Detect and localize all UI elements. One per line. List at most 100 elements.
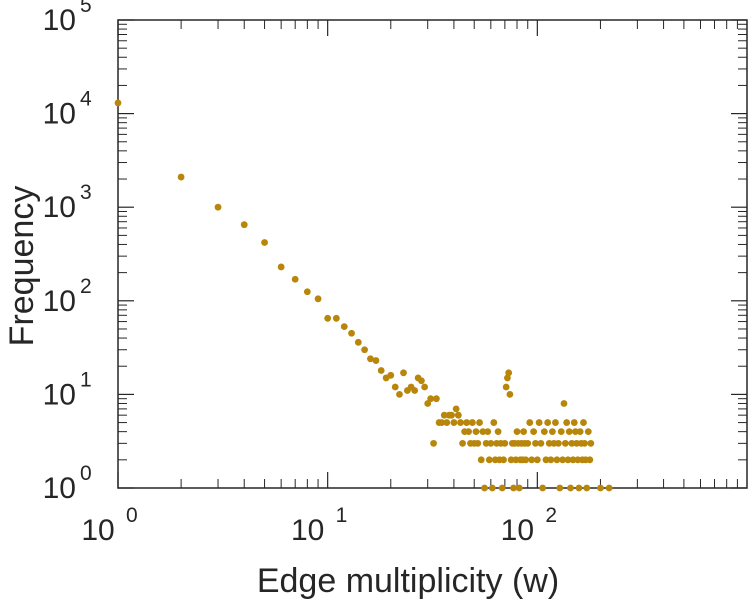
y-tick-exponent: 3	[80, 181, 92, 204]
data-point	[432, 395, 440, 403]
data-point	[544, 419, 552, 426]
data-point	[563, 419, 571, 426]
data-point	[506, 391, 514, 398]
data-point	[552, 419, 559, 426]
major-tick-marks	[117, 19, 747, 489]
data-point	[463, 419, 471, 426]
data-point	[537, 439, 545, 447]
data-point	[565, 428, 573, 436]
y-axis-label: Frequency	[3, 186, 41, 347]
data-point	[587, 439, 595, 447]
data-point	[481, 484, 488, 492]
data-point	[564, 456, 572, 464]
data-point	[507, 456, 515, 464]
data-point	[303, 288, 311, 296]
data-point	[554, 439, 562, 447]
data-point	[576, 428, 584, 436]
data-point	[450, 419, 458, 426]
data-point	[452, 405, 460, 413]
data-point	[522, 456, 530, 464]
data-point	[421, 383, 429, 391]
data-point	[477, 456, 485, 464]
y-tick-exponent: 1	[80, 368, 92, 391]
data-point	[459, 439, 466, 447]
data-point	[448, 411, 455, 419]
y-tick-exponent: 0	[80, 462, 92, 485]
data-point	[502, 383, 510, 391]
data-point	[438, 419, 446, 426]
data-point	[500, 456, 507, 464]
data-point	[561, 439, 569, 447]
data-point	[372, 357, 380, 364]
data-point	[114, 99, 122, 107]
data-point	[240, 221, 248, 229]
x-tick-exponent: 1	[336, 504, 348, 527]
data-point	[515, 484, 523, 492]
data-point	[214, 203, 222, 211]
data-point	[524, 439, 532, 447]
data-points	[114, 99, 613, 492]
data-point	[472, 428, 480, 436]
data-point	[261, 239, 268, 246]
data-point	[526, 419, 534, 426]
axes-frame	[117, 19, 748, 489]
data-point	[505, 369, 513, 377]
y-tick-label: 10	[43, 285, 76, 318]
data-point	[569, 456, 577, 464]
data-point	[377, 367, 385, 374]
y-tick-exponent: 5	[80, 0, 92, 17]
minor-tick-marks	[118, 20, 747, 488]
data-point	[443, 419, 451, 426]
data-point	[411, 387, 419, 394]
data-point	[440, 411, 448, 419]
data-point	[367, 355, 374, 363]
data-point	[391, 383, 399, 391]
data-point	[277, 263, 285, 271]
data-point	[427, 395, 435, 403]
data-point	[560, 400, 568, 407]
data-point	[584, 428, 592, 436]
data-point	[501, 439, 509, 447]
data-point	[479, 428, 487, 436]
x-axis-label: Edge multiplicity (w)	[257, 562, 559, 600]
data-point	[572, 428, 579, 436]
y-tick-label: 10	[43, 98, 76, 131]
data-point	[553, 456, 561, 464]
data-point	[430, 439, 437, 447]
y-tick-label: 10	[43, 472, 76, 505]
data-point	[539, 484, 547, 492]
data-point	[354, 338, 362, 346]
data-point	[597, 484, 604, 492]
data-point	[556, 484, 564, 492]
data-point	[314, 295, 322, 303]
data-point	[568, 439, 576, 447]
data-point	[487, 439, 495, 447]
data-point	[533, 456, 541, 464]
data-point	[545, 439, 553, 447]
data-point	[396, 391, 403, 398]
data-point	[457, 419, 464, 426]
x-tick-exponent: 2	[545, 504, 557, 527]
data-point	[580, 419, 587, 426]
y-tick-exponent: 2	[80, 275, 92, 298]
data-point	[581, 439, 588, 447]
data-point	[400, 369, 407, 377]
data-point	[177, 173, 185, 181]
data-point	[504, 374, 511, 382]
data-point	[513, 428, 521, 436]
data-point	[340, 323, 348, 331]
data-point	[291, 275, 299, 283]
data-point	[468, 419, 476, 426]
data-point	[510, 484, 517, 492]
data-point	[542, 456, 550, 464]
data-point	[567, 484, 574, 492]
data-point	[484, 428, 492, 436]
data-point	[540, 428, 548, 436]
data-point	[528, 456, 536, 464]
y-tick-label: 10	[43, 191, 76, 224]
data-point	[559, 456, 567, 464]
x-tick-exponent: 0	[126, 504, 138, 527]
data-point	[332, 314, 340, 322]
x-tick-label: 10	[291, 514, 324, 547]
